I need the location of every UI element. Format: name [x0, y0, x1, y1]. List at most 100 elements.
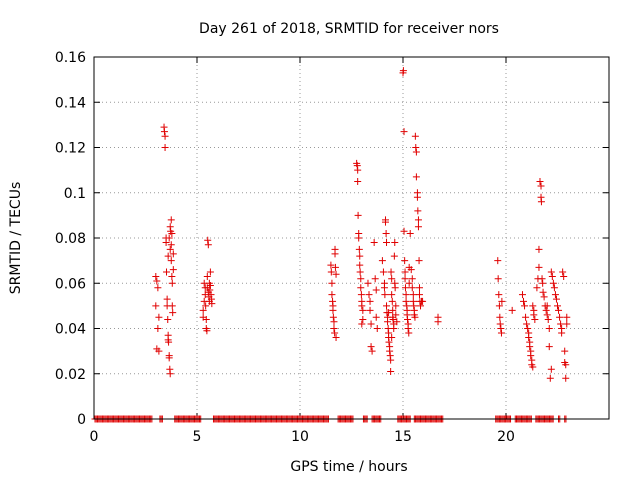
data-point [386, 347, 394, 355]
y-tick-label: 0.02 [55, 367, 86, 383]
data-point [549, 279, 557, 287]
data-point [496, 313, 504, 321]
data-point [547, 268, 555, 276]
data-point [153, 277, 161, 285]
data-point [402, 291, 410, 299]
data-point [354, 211, 362, 219]
data-point [355, 245, 363, 253]
data-point [329, 313, 337, 321]
data-point [414, 216, 422, 224]
data-point [417, 302, 425, 310]
data-point [405, 279, 413, 287]
data-point [497, 325, 505, 332]
data-point [160, 128, 168, 136]
data-point [154, 325, 162, 332]
data-point [556, 313, 564, 321]
data-point [388, 291, 396, 299]
data-point [331, 263, 339, 271]
data-point [327, 261, 335, 269]
data-point [367, 320, 375, 328]
data-point [368, 347, 376, 355]
data-point [359, 306, 367, 314]
data-point [366, 306, 374, 314]
data-point [408, 284, 416, 292]
data-point [546, 374, 554, 382]
data-point [378, 257, 386, 265]
data-point [530, 311, 538, 319]
data-point [542, 306, 550, 314]
y-axis-label: SRMTID / TECUs [8, 182, 24, 295]
data-point [388, 334, 396, 342]
data-point [415, 291, 423, 299]
data-point [381, 291, 389, 299]
data-point [355, 234, 363, 242]
data-point [387, 268, 395, 276]
data-point [508, 306, 516, 314]
data-point [204, 241, 212, 249]
data-point [522, 313, 530, 321]
data-point [165, 354, 173, 362]
data-point [391, 284, 399, 292]
data-point [533, 284, 541, 292]
data-point [155, 313, 163, 321]
data-point [401, 268, 409, 276]
data-point [163, 295, 171, 303]
data-point [419, 297, 427, 305]
data-point [408, 275, 416, 283]
data-point [540, 293, 548, 301]
data-point [332, 334, 340, 342]
data-point [330, 318, 338, 326]
data-point [531, 315, 539, 323]
data-point [518, 291, 526, 299]
data-point [545, 325, 553, 332]
grid [94, 57, 609, 419]
chart-title: Day 261 of 2018, SRMTID for receiver nor… [199, 21, 499, 37]
data-point [559, 268, 567, 276]
x-tick-label: 0 [90, 429, 99, 445]
data-point [520, 297, 528, 305]
data-point [543, 302, 551, 310]
data-point [168, 302, 176, 310]
data-point [370, 239, 378, 247]
data-point [367, 343, 375, 351]
data-point [495, 291, 503, 299]
data-point [497, 329, 505, 337]
data-point [356, 252, 364, 260]
data-point [539, 279, 547, 287]
data-point [543, 311, 551, 319]
y-tick-label: 0 [77, 412, 86, 428]
data-point [390, 252, 398, 260]
data-point [412, 148, 420, 156]
x-tick-label: 10 [291, 429, 309, 445]
data-point [554, 302, 561, 310]
data-point [167, 216, 175, 224]
data-point [523, 320, 531, 328]
data-point [558, 329, 566, 337]
data-point [169, 250, 177, 258]
data-point [399, 67, 407, 75]
x-tick-label: 20 [497, 429, 515, 445]
data-point [389, 315, 397, 323]
data-point [562, 374, 570, 382]
data-point [371, 275, 379, 283]
data-point [385, 309, 393, 317]
y-tick-label: 0.08 [55, 231, 86, 247]
data-point [561, 347, 569, 355]
data-point [154, 284, 162, 292]
data-point [555, 306, 563, 314]
data-point [354, 166, 362, 174]
data-point [393, 318, 401, 326]
data-point [365, 291, 373, 299]
y-tick-label: 0.1 [64, 186, 86, 202]
data-point [167, 241, 175, 249]
data-point [410, 302, 418, 310]
data-point [169, 266, 177, 274]
data-point [537, 198, 545, 206]
y-tick-label: 0.06 [55, 276, 86, 292]
data-point [152, 302, 160, 310]
data-point [383, 239, 391, 247]
data-point [548, 272, 556, 280]
data-point [535, 245, 543, 253]
data-point [383, 302, 391, 310]
